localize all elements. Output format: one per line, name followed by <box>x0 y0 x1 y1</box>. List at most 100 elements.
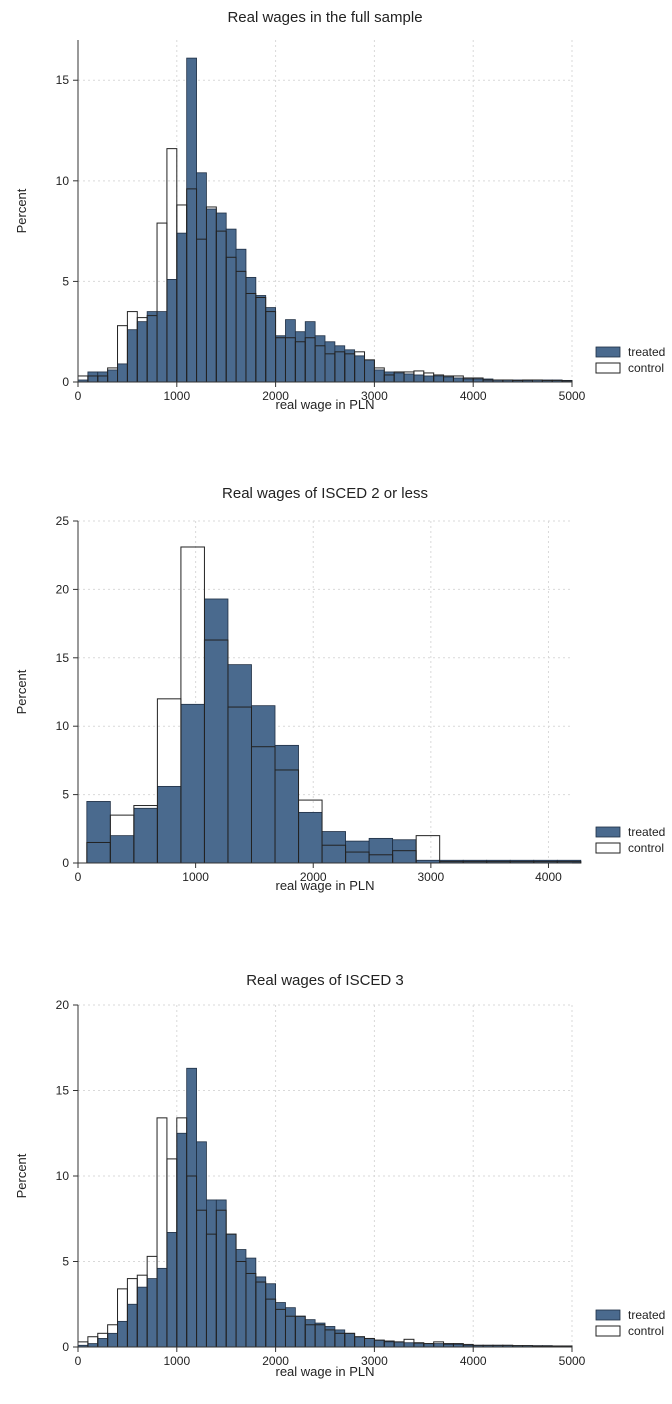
x-tick-label: 1000 <box>163 389 190 403</box>
y-tick-label: 15 <box>56 73 70 87</box>
histogram-chart-isced2: 0 1000 2000 3000 4000 0 5 10 15 20 25 Real wages of… <box>14 485 665 893</box>
legend: treated control <box>595 345 665 375</box>
bar-treated <box>215 212 227 383</box>
y-axis-label: Percent <box>14 669 29 714</box>
x-tick-label: 3000 <box>361 389 388 403</box>
x-tick-label: 2000 <box>262 389 289 403</box>
bar-treated <box>344 1332 356 1348</box>
y-tick-label: 5 <box>62 1255 69 1269</box>
bar-treated <box>285 1307 296 1348</box>
x-tick-label: 1000 <box>163 1354 190 1368</box>
bar-treated <box>255 295 267 383</box>
bar-treated <box>453 377 464 383</box>
histogram-chart-full-sample: 0 1000 2000 3000 4000 5000 0 5 10 15 Real wages in… <box>14 9 665 412</box>
bar-treated <box>304 1319 316 1348</box>
bar-treated <box>166 1232 178 1348</box>
series-treated <box>86 598 582 864</box>
bar-treated <box>324 341 336 383</box>
bar-treated <box>107 369 118 383</box>
x-tick-label: 5000 <box>559 389 586 403</box>
bar-treated <box>423 1343 435 1348</box>
legend: treated control <box>595 1308 665 1338</box>
bar-treated <box>206 208 217 383</box>
y-axis-label: Percent <box>14 1153 29 1198</box>
bar-treated <box>383 371 395 383</box>
bar-treated <box>413 1343 425 1348</box>
histogram-panel-isced3: 0 1000 2000 3000 4000 5000 0 5 10 15 20 Real wages … <box>0 920 672 1404</box>
x-tick-label: 3000 <box>361 1354 388 1368</box>
bar-treated <box>364 359 375 383</box>
y-tick-label: 20 <box>56 998 70 1012</box>
y-tick-label: 10 <box>56 1169 70 1183</box>
bar-treated <box>156 311 168 383</box>
legend-label-treated: treated <box>628 345 665 359</box>
legend-label-treated: treated <box>628 1308 665 1322</box>
legend-label-control: control <box>628 361 664 375</box>
x-tick-label: 4000 <box>460 1354 487 1368</box>
bar-treated <box>285 319 296 383</box>
legend-label-treated: treated <box>628 825 665 839</box>
bar-treated <box>403 1342 415 1348</box>
bar-treated <box>433 1343 444 1348</box>
x-tick-label: 5000 <box>559 1354 586 1368</box>
x-tick-label: 3000 <box>418 870 445 884</box>
x-tick-label: 2000 <box>262 1354 289 1368</box>
bar-treated <box>146 1278 158 1348</box>
bar-treated <box>136 1286 148 1348</box>
bar-treated <box>298 811 323 864</box>
bar-treated <box>176 1132 188 1348</box>
bar-treated <box>127 329 138 383</box>
legend-swatch-treated <box>595 346 621 358</box>
bar-treated <box>393 1341 405 1348</box>
x-tick-label: 0 <box>75 1354 82 1368</box>
bar-treated <box>107 1332 118 1348</box>
bar-treated <box>97 1338 109 1348</box>
y-axis-label: Percent <box>14 188 29 233</box>
bar-treated <box>354 1336 365 1348</box>
x-tick-label: 1000 <box>182 870 209 884</box>
legend-swatch-treated <box>595 826 621 838</box>
bar-treated <box>225 228 237 383</box>
bar-treated <box>206 1199 217 1348</box>
bar-treated <box>186 1067 197 1348</box>
bar-treated <box>235 248 247 383</box>
y-tick-label: 15 <box>56 651 70 665</box>
chart-title: Real wages of ISCED 3 <box>246 972 404 989</box>
bar-treated <box>176 232 188 383</box>
bar-treated <box>304 321 316 383</box>
bar-treated <box>403 373 415 383</box>
bar-treated <box>314 1322 326 1348</box>
bar-treated <box>227 664 252 864</box>
bar-treated <box>443 376 454 383</box>
bar-treated <box>383 1341 395 1348</box>
bar-treated <box>133 807 158 864</box>
y-tick-label: 5 <box>62 788 69 802</box>
y-tick-label: 0 <box>62 375 69 389</box>
bar-treated <box>255 1276 267 1348</box>
bar-control <box>415 835 441 864</box>
legend: treated control <box>595 825 665 855</box>
y-tick-label: 10 <box>56 174 70 188</box>
bar-treated <box>423 375 435 383</box>
y-tick-label: 0 <box>62 856 69 870</box>
bar-treated <box>196 172 207 383</box>
bar-treated <box>156 785 182 864</box>
x-tick-label: 2000 <box>300 870 327 884</box>
bar-treated <box>136 321 148 383</box>
bar-treated <box>294 331 306 383</box>
chart-title: Real wages of ISCED 2 or less <box>222 485 428 502</box>
bar-treated <box>265 307 277 383</box>
bar-treated <box>245 1257 257 1348</box>
legend-swatch-control <box>595 842 621 854</box>
bar-treated <box>368 837 394 864</box>
x-axis-label: real wage in PLN <box>276 397 375 412</box>
bar-treated <box>275 335 286 383</box>
histogram-panel-full-sample: 0 1000 2000 3000 4000 5000 0 5 10 15 Real wages in… <box>0 0 672 450</box>
histogram-panel-isced2: 0 1000 2000 3000 4000 0 5 10 15 20 25 Real wages of… <box>0 470 672 910</box>
bar-treated <box>251 705 276 864</box>
bar-treated <box>156 1267 168 1348</box>
bar-treated <box>186 57 197 383</box>
bar-treated <box>235 1249 247 1348</box>
bar-treated <box>321 831 346 864</box>
bar-treated <box>334 1329 346 1348</box>
